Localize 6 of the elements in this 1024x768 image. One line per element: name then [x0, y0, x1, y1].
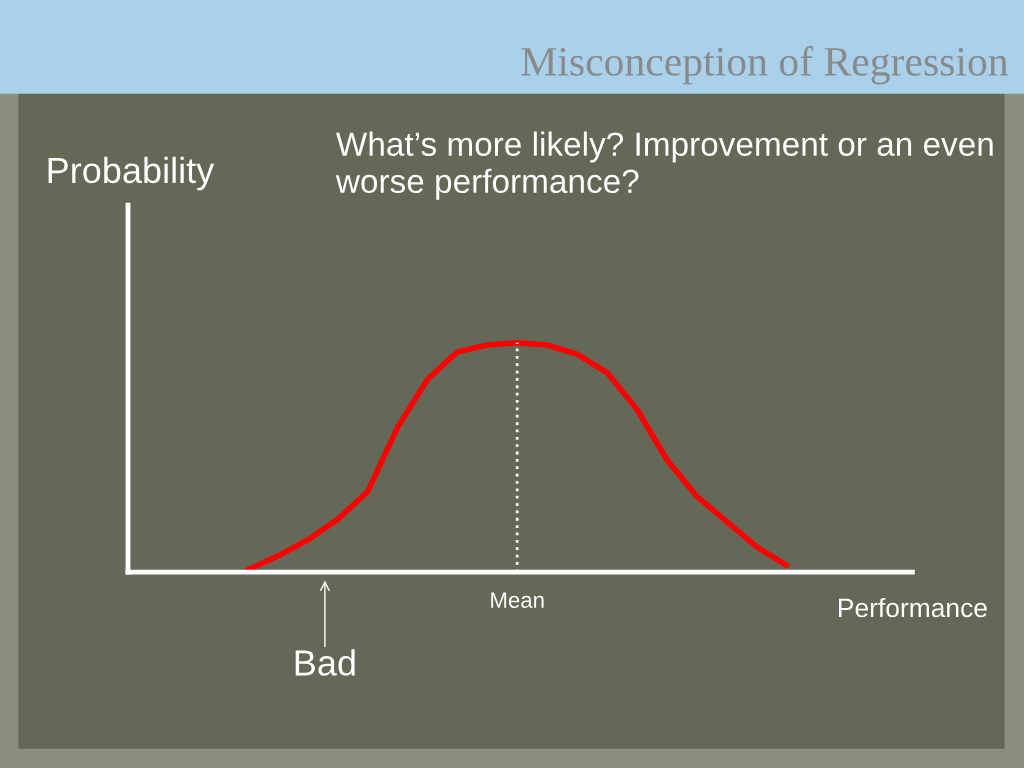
- chart-title: Misconception of Regression: [521, 46, 1008, 85]
- text: Bad: [295, 649, 355, 676]
- x-axis-title: Performance: [839, 597, 987, 618]
- text: Mean: [491, 592, 544, 608]
- y-axis-title: Probability: [48, 156, 215, 191]
- text: What’s more likely? Improvement or an even worse performance?: [335, 131, 993, 200]
